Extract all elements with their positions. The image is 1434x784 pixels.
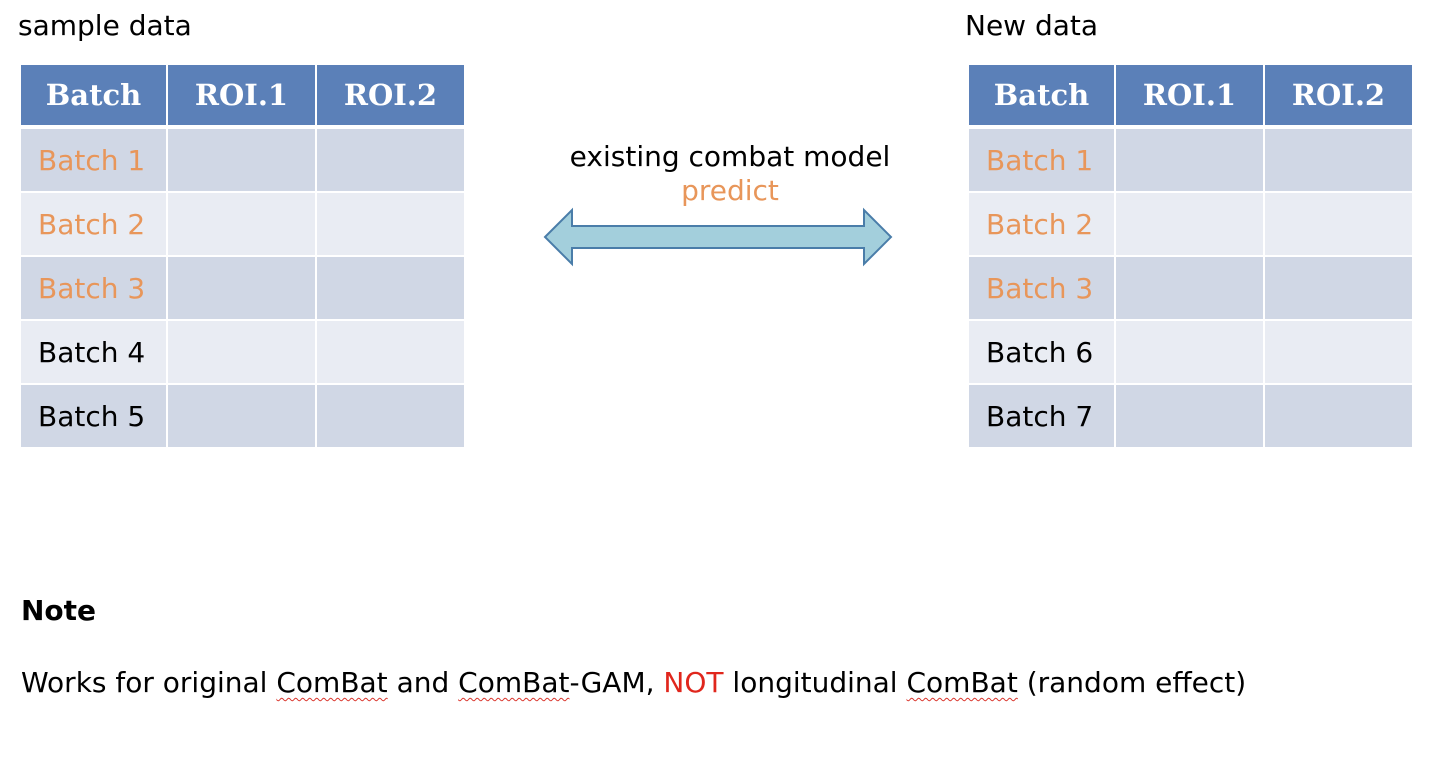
note-segment: -GAM,	[569, 666, 664, 699]
roi-2-cell	[1265, 257, 1414, 321]
table-row: Batch 1	[967, 129, 1414, 193]
table-row: Batch 5	[19, 385, 466, 449]
note-segment: and	[387, 666, 459, 699]
note-title: Note	[21, 594, 97, 627]
batch-cell: Batch 4	[19, 321, 168, 385]
roi-1-cell	[168, 129, 317, 193]
new-data-table: Batch ROI.1 ROI.2 Batch 1 Batch 2 Batch …	[967, 63, 1414, 449]
double-arrow-shape	[543, 207, 893, 267]
roi-1-cell	[1116, 193, 1265, 257]
header-roi-2: ROI.2	[317, 63, 466, 129]
table-row: Batch 7	[967, 385, 1414, 449]
batch-cell: Batch 3	[967, 257, 1116, 321]
roi-2-cell	[1265, 321, 1414, 385]
roi-2-cell	[317, 385, 466, 449]
table-row: Batch 1	[19, 129, 466, 193]
roi-2-cell	[317, 321, 466, 385]
roi-2-cell	[317, 257, 466, 321]
roi-1-cell	[168, 257, 317, 321]
misspelling-marker: ComBat	[906, 666, 1018, 699]
table-row: Batch 6	[967, 321, 1414, 385]
roi-1-cell	[168, 321, 317, 385]
roi-1-cell	[1116, 129, 1265, 193]
batch-cell: Batch 3	[19, 257, 168, 321]
header-roi-1: ROI.1	[1116, 63, 1265, 129]
batch-cell: Batch 1	[967, 129, 1116, 193]
batch-cell: Batch 2	[967, 193, 1116, 257]
batch-cell: Batch 6	[967, 321, 1116, 385]
connector-label: existing combat model	[569, 140, 891, 173]
predict-label: predict	[681, 174, 779, 207]
header-batch: Batch	[967, 63, 1116, 129]
table-header-row: Batch ROI.1 ROI.2	[967, 63, 1414, 129]
batch-cell: Batch 7	[967, 385, 1116, 449]
new-data-caption: New data	[965, 9, 1099, 42]
table-row: Batch 3	[19, 257, 466, 321]
batch-cell: Batch 2	[19, 193, 168, 257]
misspelling-marker: ComBat	[276, 666, 388, 699]
roi-2-cell	[317, 129, 466, 193]
note-segment: Works for original	[21, 666, 277, 699]
roi-1-cell	[1116, 257, 1265, 321]
note-segment: (random effect)	[1017, 666, 1247, 699]
roi-2-cell	[317, 193, 466, 257]
table-header-row: Batch ROI.1 ROI.2	[19, 63, 466, 129]
header-roi-1: ROI.1	[168, 63, 317, 129]
sample-data-table: Batch ROI.1 ROI.2 Batch 1 Batch 2 Batch …	[19, 63, 466, 449]
roi-1-cell	[1116, 385, 1265, 449]
batch-cell: Batch 1	[19, 129, 168, 193]
double-arrow-icon	[540, 205, 900, 275]
table-row: Batch 3	[967, 257, 1414, 321]
roi-1-cell	[1116, 321, 1265, 385]
header-batch: Batch	[19, 63, 168, 129]
roi-2-cell	[1265, 193, 1414, 257]
batch-cell: Batch 5	[19, 385, 168, 449]
table-row: Batch 2	[19, 193, 466, 257]
note-segment: longitudinal	[723, 666, 907, 699]
roi-2-cell	[1265, 385, 1414, 449]
not-emphasis: NOT	[663, 666, 724, 699]
note-text: Works for original ComBat and ComBat-GAM…	[21, 665, 1246, 701]
table-row: Batch 4	[19, 321, 466, 385]
roi-1-cell	[168, 193, 317, 257]
table-row: Batch 2	[967, 193, 1414, 257]
sample-data-caption: sample data	[18, 9, 192, 42]
roi-1-cell	[168, 385, 317, 449]
misspelling-marker: ComBat	[458, 666, 570, 699]
header-roi-2: ROI.2	[1265, 63, 1414, 129]
roi-2-cell	[1265, 129, 1414, 193]
